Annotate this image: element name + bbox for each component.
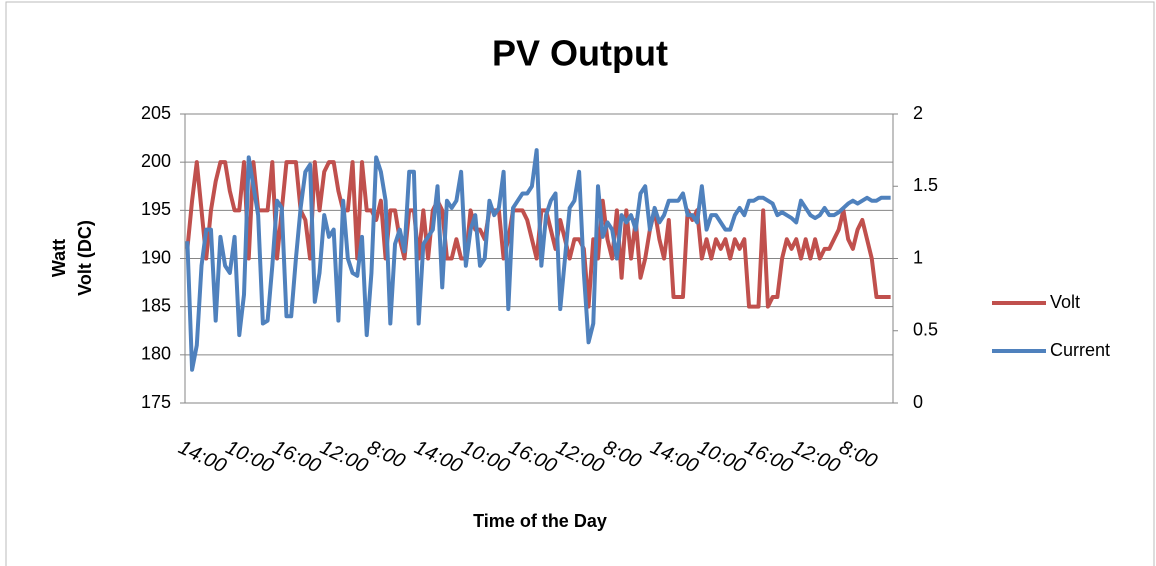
y2-tick-label: 0.5 bbox=[913, 320, 938, 340]
data-line bbox=[185, 148, 891, 372]
y-tick-label: 190 bbox=[141, 247, 171, 267]
y-tick-label: 180 bbox=[141, 344, 171, 364]
legend-label: Volt bbox=[1050, 292, 1080, 312]
y-axis-title: Watt bbox=[49, 239, 69, 277]
y-tick-label: 205 bbox=[141, 103, 171, 123]
legend-label: Current bbox=[1050, 340, 1110, 360]
y-tick-label: 175 bbox=[141, 392, 171, 412]
frame bbox=[5, 1, 1155, 566]
y-tick-label: 200 bbox=[141, 151, 171, 171]
y2-tick-label: 1.5 bbox=[913, 175, 938, 195]
y2-tick-label: 2 bbox=[913, 103, 923, 123]
y-tick-label: 195 bbox=[141, 199, 171, 219]
y-tick-label: 185 bbox=[141, 295, 171, 315]
chart-title: PV Output bbox=[492, 33, 668, 74]
y-axis-title: Volt (DC) bbox=[75, 220, 95, 296]
y2-tick-label: 0 bbox=[913, 392, 923, 412]
y2-tick-label: 1 bbox=[913, 247, 923, 267]
x-axis-title: Time of the Day bbox=[473, 511, 607, 531]
